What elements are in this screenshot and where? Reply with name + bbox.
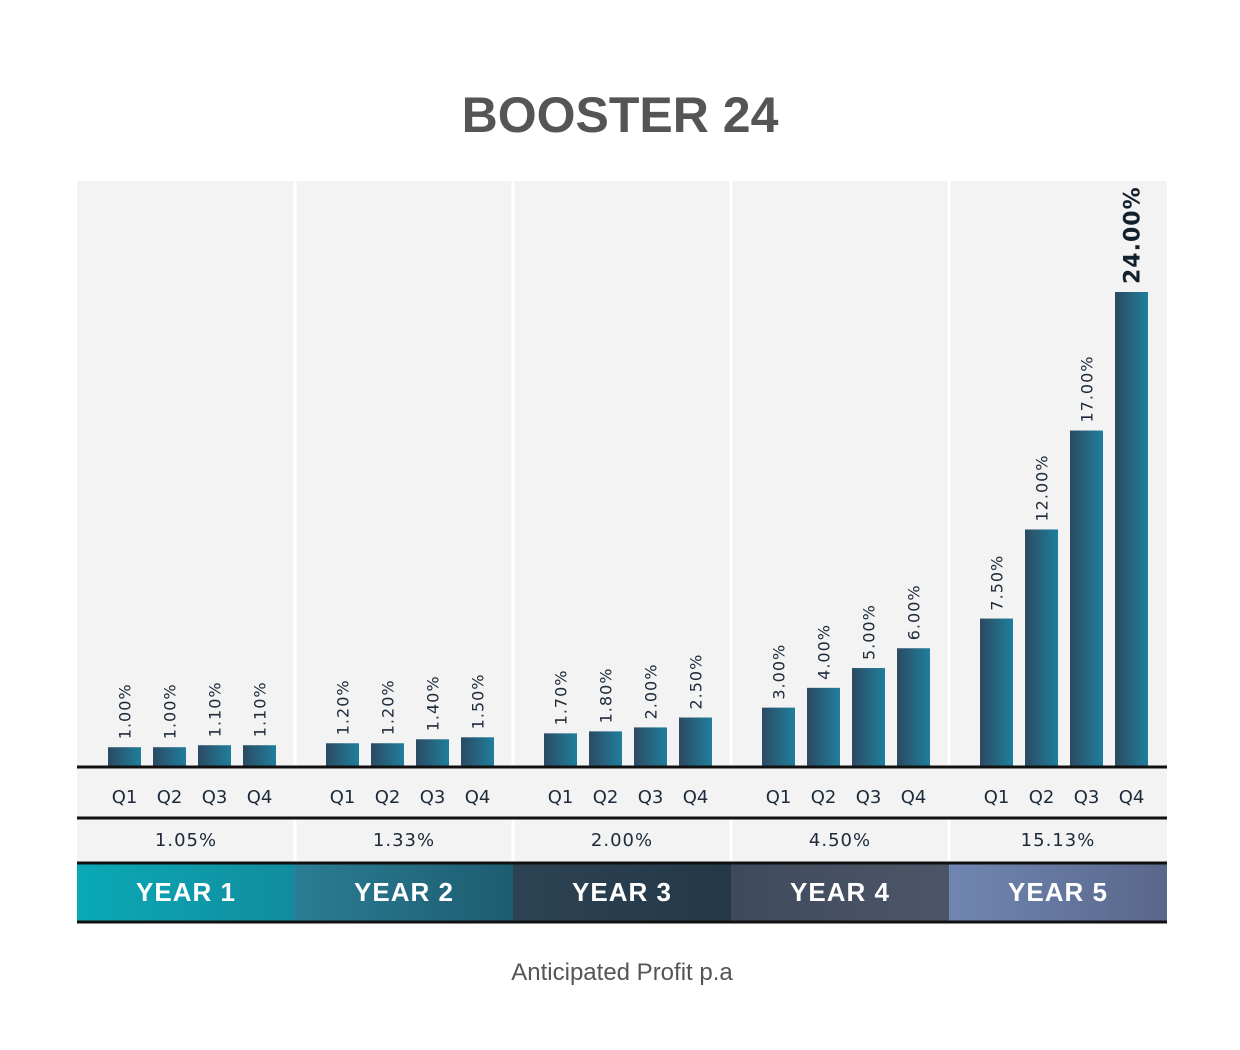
bar-value-label: 24.00% — [1121, 186, 1146, 284]
bar-value-label: 6.00% — [905, 584, 924, 640]
bar — [544, 733, 577, 767]
x-tick-label: Q4 — [465, 787, 491, 808]
x-axis-label: Anticipated Profit p.a — [511, 959, 733, 986]
bar — [108, 747, 141, 767]
bar-value-label: 1.00% — [161, 683, 180, 739]
bar-value-label: 1.70% — [552, 670, 571, 726]
bar-value-label: 5.00% — [860, 604, 879, 660]
bar-value-label: 1.50% — [469, 673, 488, 729]
year-label: YEAR 3 — [572, 877, 672, 907]
x-tick-label: Q2 — [593, 787, 619, 808]
bar — [589, 731, 622, 767]
bar-value-label: 17.00% — [1078, 356, 1097, 423]
bar — [1115, 292, 1148, 767]
year-average-label: 2.00% — [591, 830, 653, 851]
x-tick-label: Q3 — [202, 787, 228, 808]
x-tick-label: Q4 — [901, 787, 927, 808]
x-tick-label: Q1 — [548, 787, 574, 808]
x-tick-label: Q3 — [420, 787, 446, 808]
bar — [852, 668, 885, 767]
bar — [634, 727, 667, 767]
x-tick-label: Q4 — [683, 787, 709, 808]
bar — [679, 717, 712, 767]
bar — [153, 747, 186, 767]
bar-value-label: 1.20% — [334, 679, 353, 735]
bar-value-label: 2.00% — [642, 664, 661, 720]
bar-value-label: 1.20% — [379, 679, 398, 735]
bar — [243, 745, 276, 767]
bar — [980, 618, 1013, 767]
bar-value-label: 1.00% — [116, 683, 135, 739]
bar-value-label: 7.50% — [988, 555, 1007, 611]
year-label: YEAR 4 — [790, 877, 890, 907]
bar — [762, 707, 795, 767]
x-tick-label: Q1 — [330, 787, 356, 808]
x-tick-label: Q1 — [766, 787, 792, 808]
year-label: YEAR 2 — [354, 877, 454, 907]
bar-value-label: 1.80% — [597, 668, 616, 724]
plot-area: 1.00% Q1 1.00% Q2 1.10% Q3 1.10% Q4 1.05% YEAR 1 1… — [77, 181, 1167, 924]
year-average-label: 15.13% — [1021, 830, 1096, 851]
bar-value-label: 1.40% — [424, 675, 443, 731]
year-band — [513, 864, 731, 921]
x-tick-label: Q2 — [375, 787, 401, 808]
year-average-label: 4.50% — [809, 830, 871, 851]
bar-value-label: 3.00% — [770, 644, 789, 700]
bar-value-label: 1.10% — [206, 681, 225, 737]
bar — [1025, 529, 1058, 767]
bar — [371, 743, 404, 767]
year-band — [731, 864, 949, 921]
x-tick-label: Q3 — [856, 787, 882, 808]
bar-value-label: 12.00% — [1033, 454, 1052, 521]
year-average-label: 1.33% — [373, 830, 435, 851]
year-average-label: 1.05% — [155, 830, 217, 851]
year-band — [949, 864, 1167, 921]
x-tick-label: Q1 — [112, 787, 138, 808]
year-label: YEAR 1 — [136, 877, 236, 907]
x-tick-label: Q2 — [1029, 787, 1055, 808]
bar — [326, 743, 359, 767]
bar — [807, 687, 840, 767]
x-tick-label: Q2 — [157, 787, 183, 808]
x-tick-label: Q2 — [811, 787, 837, 808]
x-tick-label: Q4 — [1119, 787, 1145, 808]
bar-value-label: 4.00% — [815, 624, 834, 680]
x-tick-label: Q3 — [1074, 787, 1100, 808]
x-tick-label: Q3 — [638, 787, 664, 808]
x-tick-label: Q1 — [984, 787, 1010, 808]
bar — [1070, 430, 1103, 767]
bar-value-label: 2.50% — [687, 654, 706, 710]
bar — [461, 737, 494, 767]
category-band — [77, 767, 1167, 863]
bar — [897, 648, 930, 767]
bar — [198, 745, 231, 767]
year-band — [77, 864, 295, 921]
x-tick-label: Q4 — [247, 787, 273, 808]
year-label: YEAR 5 — [1008, 877, 1108, 907]
bar — [416, 739, 449, 767]
chart-title: BOOSTER 24 — [462, 87, 779, 143]
year-band — [295, 864, 513, 921]
bar-value-label: 1.10% — [251, 681, 270, 737]
